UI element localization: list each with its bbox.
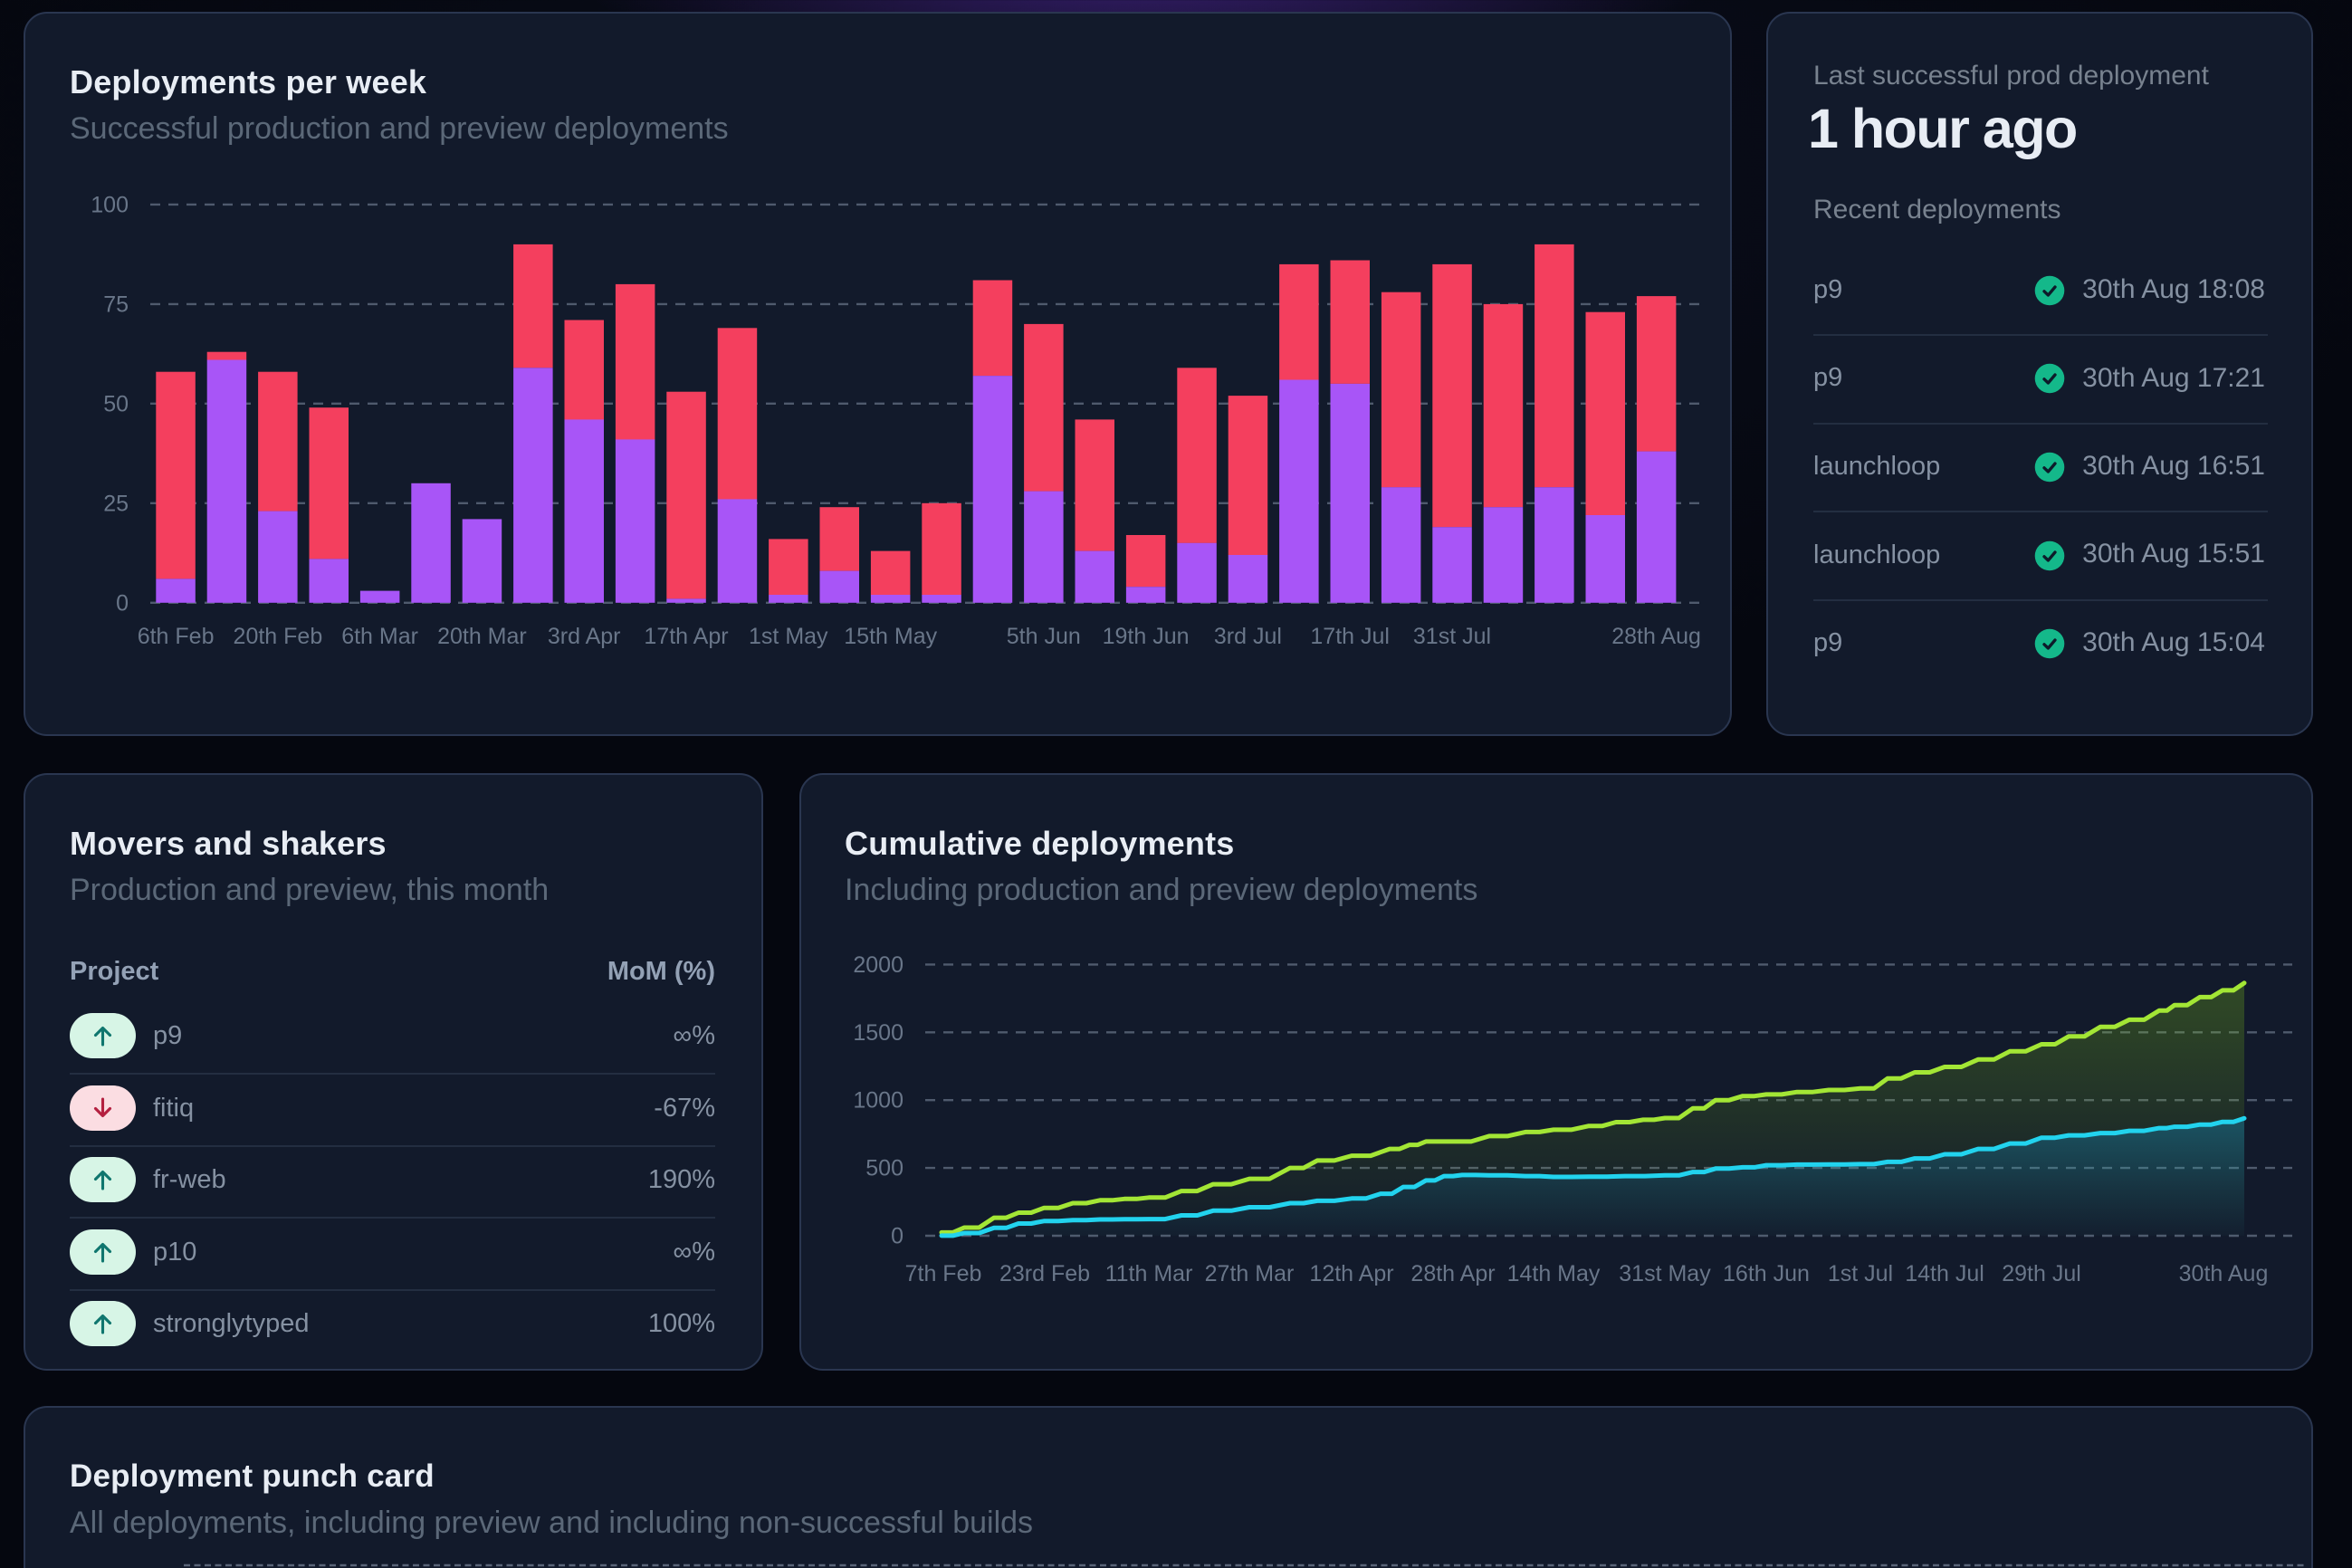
svg-text:12th Apr: 12th Apr (1309, 1261, 1393, 1286)
svg-text:17th Apr: 17th Apr (644, 624, 728, 649)
svg-text:7th Feb: 7th Feb (905, 1261, 982, 1286)
svg-text:75: 75 (103, 292, 129, 317)
svg-text:28th Aug: 28th Aug (1611, 624, 1701, 649)
svg-text:31st Jul: 31st Jul (1413, 624, 1491, 649)
svg-text:31st May: 31st May (1619, 1261, 1711, 1286)
svg-text:6th Feb: 6th Feb (138, 624, 215, 649)
svg-text:0: 0 (891, 1224, 904, 1249)
svg-text:1000: 1000 (853, 1088, 904, 1114)
svg-text:500: 500 (865, 1156, 904, 1181)
svg-text:20th Feb: 20th Feb (234, 624, 323, 649)
svg-text:30th Aug: 30th Aug (2179, 1261, 2269, 1286)
svg-text:19th Jun: 19th Jun (1103, 624, 1190, 649)
svg-text:3rd Jul: 3rd Jul (1214, 624, 1282, 649)
svg-text:1st May: 1st May (749, 624, 828, 649)
svg-text:23rd Feb: 23rd Feb (999, 1261, 1090, 1286)
svg-text:14th May: 14th May (1507, 1261, 1601, 1286)
svg-text:1500: 1500 (853, 1020, 904, 1046)
svg-text:16th Jun: 16th Jun (1723, 1261, 1810, 1286)
svg-text:6th Mar: 6th Mar (341, 624, 418, 649)
svg-text:14th Jul: 14th Jul (1905, 1261, 1984, 1286)
svg-text:3rd Apr: 3rd Apr (548, 624, 621, 649)
svg-text:17th Jul: 17th Jul (1310, 624, 1390, 649)
svg-text:29th Jul: 29th Jul (2002, 1261, 2081, 1286)
svg-text:25: 25 (103, 491, 129, 516)
svg-text:1st Jul: 1st Jul (1828, 1261, 1893, 1286)
svg-text:2000: 2000 (853, 952, 904, 978)
svg-text:50: 50 (103, 391, 129, 416)
svg-text:20th Mar: 20th Mar (437, 624, 527, 649)
svg-text:0: 0 (116, 590, 129, 616)
svg-text:27th Mar: 27th Mar (1205, 1261, 1295, 1286)
svg-text:15th May: 15th May (844, 624, 937, 649)
svg-text:28th Apr: 28th Apr (1410, 1261, 1495, 1286)
svg-text:100: 100 (91, 192, 129, 217)
svg-text:11th Mar: 11th Mar (1105, 1261, 1193, 1286)
svg-text:5th Jun: 5th Jun (1007, 624, 1081, 649)
